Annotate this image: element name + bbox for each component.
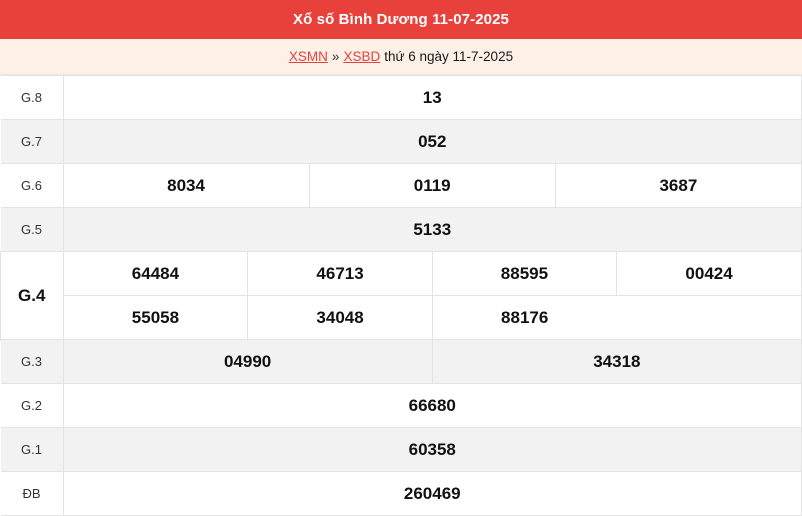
prize-label-g2: G.2 [0, 383, 64, 428]
table-row: ĐB 260469 [0, 471, 802, 516]
prize-label-g7: G.7 [0, 119, 64, 164]
prize-value-g1: 60358 [62, 427, 802, 472]
prize-value-g4-1: 64484 [63, 252, 249, 296]
results-table: G.8 13 G.7 052 G.6 8034 0119 3687 G.5 51… [0, 75, 802, 516]
breadcrumb-link-xsbd[interactable]: XSBD [343, 49, 381, 64]
prize-value-g2: 66680 [62, 383, 802, 428]
prize-value-g8: 13 [62, 75, 802, 120]
prize-value-g4-group: 64484 46713 88595 00424 55058 34048 8817… [62, 251, 802, 340]
table-row: G.6 8034 0119 3687 [0, 163, 802, 208]
g4-subtable: 64484 46713 88595 00424 55058 34048 8817… [63, 252, 802, 339]
prize-label-g4: G.4 [0, 251, 64, 340]
table-row: G.1 60358 [0, 427, 802, 472]
prize-value-g4-2: 46713 [247, 252, 433, 296]
prize-value-g3-2: 34318 [431, 339, 802, 384]
prize-value-g6-1: 8034 [62, 163, 310, 208]
prize-value-g7: 052 [62, 119, 802, 164]
prize-label-g5: G.5 [0, 207, 64, 252]
prize-value-g6-2: 0119 [308, 163, 556, 208]
prize-value-g4-4: 00424 [616, 252, 801, 296]
table-row: G.8 13 [0, 75, 802, 120]
prize-value-g4-7: 88176 [431, 295, 617, 339]
page-title: Xổ số Bình Dương 11-07-2025 [293, 11, 509, 28]
prize-label-g8: G.8 [0, 75, 64, 120]
table-row: G.5 5133 [0, 207, 802, 252]
prize-value-db: 260469 [62, 471, 802, 516]
breadcrumb-link-xsmn[interactable]: XSMN [288, 49, 328, 64]
prize-value-g5: 5133 [62, 207, 802, 252]
breadcrumb-separator: » [331, 49, 340, 64]
prize-value-g6-3: 3687 [554, 163, 802, 208]
prize-value-g4-5: 55058 [63, 295, 249, 339]
breadcrumb-date: thứ 6 ngày 11-7-2025 [384, 49, 514, 64]
prize-value-g4-3: 88595 [431, 252, 618, 296]
table-row: 64484 46713 88595 00424 [63, 252, 801, 296]
table-row: 55058 34048 88176 [63, 295, 802, 339]
table-row: G.4 64484 46713 88595 00424 55058 [0, 251, 802, 340]
table-row: G.3 04990 34318 [0, 339, 802, 384]
prize-label-g1: G.1 [0, 427, 64, 472]
table-row: G.7 052 [0, 119, 802, 164]
page-title-bar: Xổ số Bình Dương 11-07-2025 [0, 0, 802, 39]
prize-value-g3-1: 04990 [62, 339, 433, 384]
breadcrumb: XSMN » XSBD thứ 6 ngày 11-7-2025 [0, 39, 802, 75]
prize-value-g4-6: 34048 [247, 295, 433, 339]
prize-label-g6: G.6 [0, 163, 64, 208]
prize-label-g3: G.3 [0, 339, 64, 384]
prize-label-db: ĐB [0, 471, 64, 516]
table-row: G.2 66680 [0, 383, 802, 428]
